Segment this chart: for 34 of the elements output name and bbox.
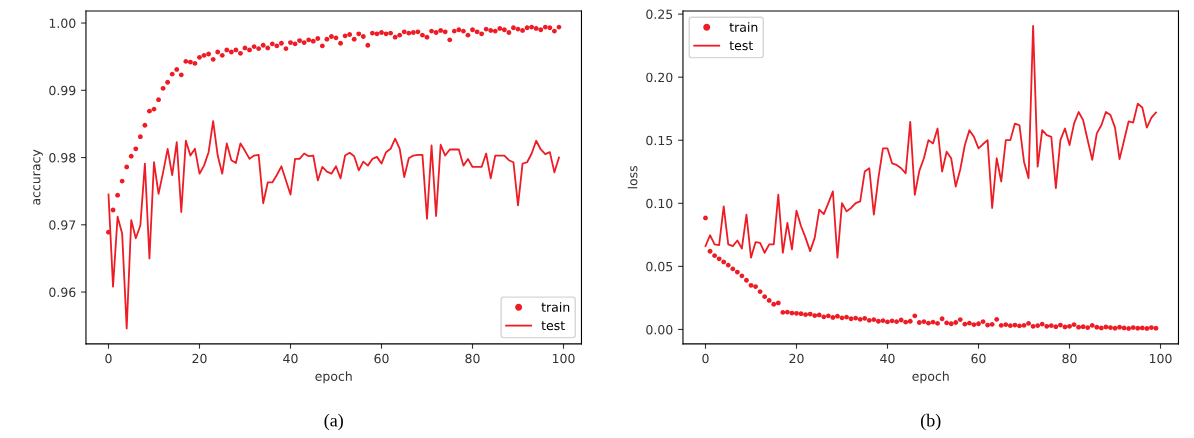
x-tick-label: 20 <box>789 353 804 364</box>
y-tick-label: 0.97 <box>49 220 76 230</box>
line-series <box>704 24 1157 259</box>
legend-label: test <box>729 41 753 51</box>
x-tick-label: 40 <box>880 353 895 364</box>
y-tick-label: 0.96 <box>49 287 76 297</box>
y-tick-label: 0.05 <box>646 261 673 272</box>
text: (a) <box>324 413 343 431</box>
x-tick-label: 0 <box>702 353 709 364</box>
x-tick-label: 100 <box>1149 353 1172 364</box>
y-tick-label: 0.98 <box>49 153 76 163</box>
legend-label: test <box>541 321 565 331</box>
y-tick-label: 0.99 <box>49 85 76 96</box>
y-axis-title: loss <box>627 165 638 189</box>
x-tick-label: 60 <box>374 353 389 364</box>
y-tick-label: 0.25 <box>646 9 673 20</box>
y-tick-label: 0.20 <box>646 72 673 83</box>
x-tick-label: 80 <box>1062 353 1077 364</box>
legend-label: train <box>541 302 570 312</box>
x-tick-label: 80 <box>465 353 480 364</box>
x-tick-label: 40 <box>283 353 298 364</box>
y-tick-label: 1.00 <box>49 18 76 28</box>
x-tick-label: 60 <box>971 353 986 364</box>
y-axis-title: accuracy <box>33 149 43 205</box>
y-tick-label: 0.10 <box>646 198 673 209</box>
legend-label: train <box>729 22 758 32</box>
x-axis-title: epoch <box>315 371 352 384</box>
y-tick-label: 0.00 <box>646 324 673 335</box>
y-tick-label: 0.15 <box>646 135 673 146</box>
x-tick-label: 0 <box>105 353 112 364</box>
x-tick-label: 20 <box>192 353 207 364</box>
x-axis-title: epoch <box>912 371 949 384</box>
text: (b) <box>920 413 941 431</box>
x-tick-label: 100 <box>552 353 575 364</box>
